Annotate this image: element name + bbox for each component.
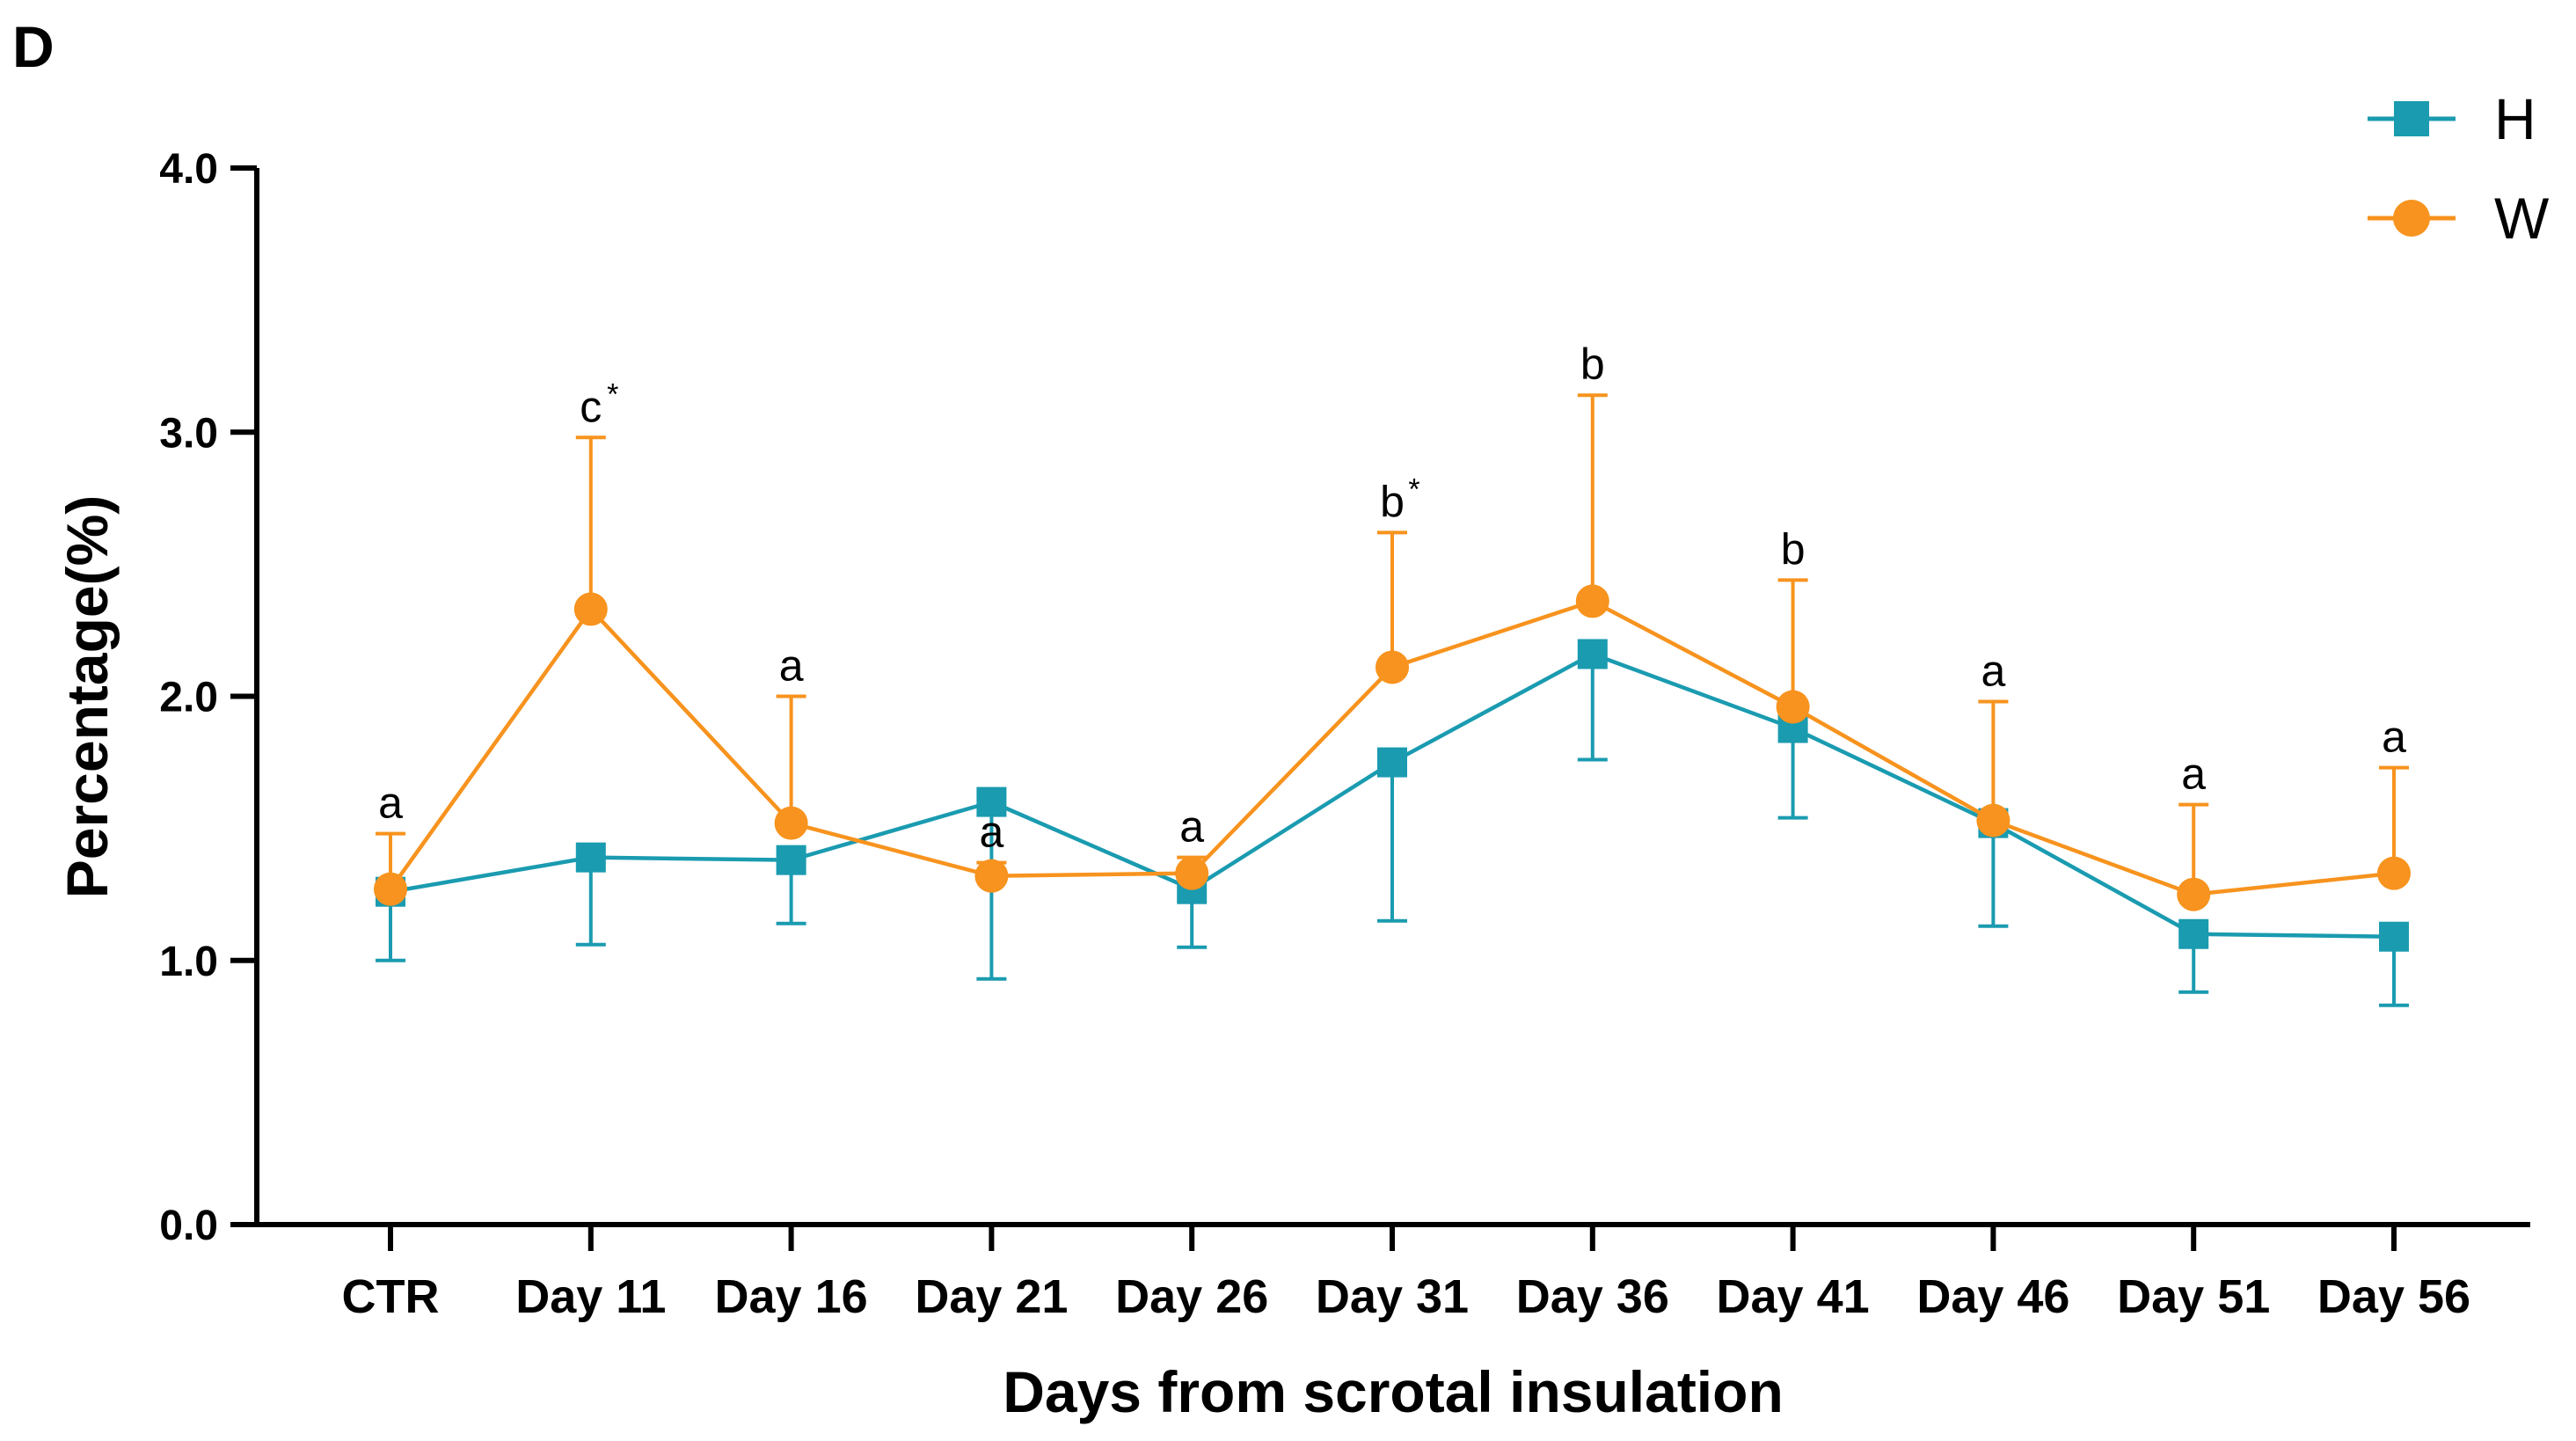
data-point-w — [573, 592, 608, 626]
data-point-w — [1776, 690, 1810, 724]
x-tick-label: Day 16 — [715, 1270, 868, 1323]
data-point-h — [1377, 747, 1407, 778]
legend-w-label: W — [2494, 186, 2550, 251]
y-ticks: 0.0 1.0 2.0 3.0 4.0 — [159, 146, 257, 1249]
significance-letter: b — [1580, 340, 1605, 389]
significance-letter: a — [779, 641, 804, 691]
y-tick-label: 0.0 — [159, 1203, 218, 1249]
significance-letter: a — [2382, 713, 2406, 762]
data-point-w — [2177, 877, 2211, 911]
data-point-w — [1976, 803, 2010, 838]
data-point-w — [1575, 584, 1609, 618]
data-point-h — [575, 842, 606, 873]
x-tick-label: Day 11 — [515, 1270, 666, 1323]
x-ticks: CTR Day 11 Day 16 Day 21 Day 26 Day 31 Day 36 D… — [342, 1225, 2470, 1323]
data-point-h — [1577, 639, 1608, 669]
data-point-w — [1376, 650, 1409, 684]
data-point-w — [774, 806, 808, 840]
y-axis-title: Percentage(%) — [55, 495, 120, 899]
data-point-h — [2379, 921, 2409, 952]
legend-w-circle-marker — [2393, 200, 2430, 237]
series-w — [374, 393, 2411, 911]
data-point-w — [1175, 856, 1209, 890]
y-tick-label: 1.0 — [159, 939, 218, 985]
data-point-w — [974, 859, 1009, 893]
significance-star: * — [1408, 472, 1419, 506]
x-axis-title: Days from scrotal insulation — [1003, 1359, 1784, 1424]
significance-letter: b — [1781, 524, 1806, 574]
significance-letter: a — [979, 808, 1003, 857]
data-point-h — [976, 786, 1007, 817]
x-tick-label: Day 36 — [1516, 1270, 1669, 1323]
x-tick-label: Day 56 — [2317, 1270, 2470, 1323]
series-layer — [374, 393, 2411, 1007]
legend: H W — [2368, 86, 2550, 251]
series-h — [376, 639, 2409, 1007]
x-tick-label: Day 51 — [2117, 1270, 2270, 1323]
data-point-h — [2178, 918, 2209, 949]
x-tick-label: Day 26 — [1115, 1270, 1268, 1323]
axes — [254, 168, 2530, 1227]
significance-letter: b — [1380, 477, 1405, 526]
data-point-w — [374, 872, 407, 906]
significance-letter: c — [580, 382, 602, 431]
x-tick-label: Day 41 — [1717, 1270, 1870, 1323]
significance-letter: a — [1981, 647, 2005, 696]
y-tick-label: 2.0 — [159, 675, 218, 721]
x-tick-label: CTR — [342, 1270, 440, 1323]
y-tick-label: 3.0 — [159, 410, 218, 457]
data-point-h — [776, 845, 806, 875]
data-point-w — [2377, 856, 2411, 890]
panel-label: D — [12, 14, 55, 79]
y-tick-label: 4.0 — [159, 146, 218, 193]
significance-letter: a — [1179, 802, 1204, 852]
x-tick-label: Day 46 — [1916, 1270, 2069, 1323]
significance-letter: a — [378, 779, 403, 828]
significance-star: * — [607, 377, 618, 411]
legend-h-square-marker — [2394, 101, 2429, 136]
significance-letter: a — [2181, 750, 2206, 799]
x-tick-label: Day 31 — [1316, 1270, 1469, 1323]
legend-h-label: H — [2494, 86, 2536, 151]
x-tick-label: Day 21 — [915, 1270, 1068, 1323]
